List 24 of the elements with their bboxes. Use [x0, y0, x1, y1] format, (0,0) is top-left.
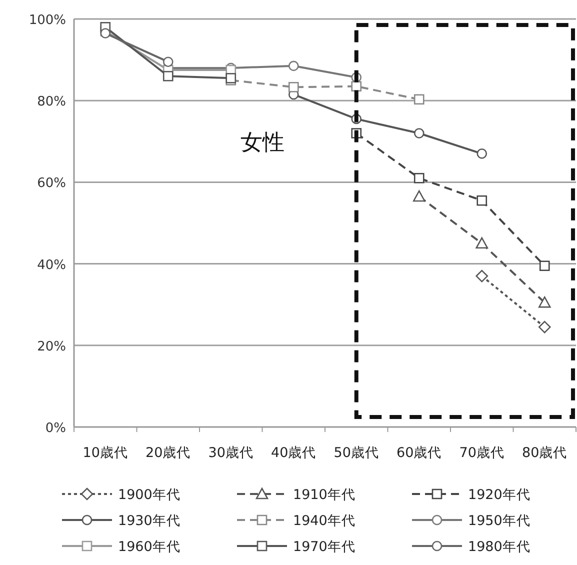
- legend-label: 1920年代: [468, 487, 530, 503]
- y-tick-label: 80%: [37, 94, 66, 110]
- x-tick-label: 30歳代: [208, 445, 254, 461]
- x-tick-label: 20歳代: [146, 445, 191, 461]
- y-tick-label: 40%: [37, 258, 66, 273]
- legend-label: 1910年代: [293, 487, 356, 503]
- legend-label: 1930年代: [118, 513, 180, 529]
- legend-label: 1970年代: [293, 539, 356, 555]
- x-tick-label: 80歳代: [522, 445, 568, 461]
- legend-label: 1940年代: [293, 513, 356, 529]
- x-tick-label: 70歳代: [459, 445, 504, 461]
- x-tick-label: 10歳代: [82, 445, 128, 461]
- y-tick-label: 20%: [37, 339, 66, 354]
- legend-label: 1950年代: [468, 513, 530, 529]
- y-tick-label: 60%: [37, 176, 66, 192]
- x-tick-label: 60歳代: [396, 445, 442, 461]
- x-tick-label: 40歳代: [271, 445, 316, 461]
- y-tick-label: 100%: [28, 13, 66, 28]
- x-tick-label: 50歳代: [334, 445, 379, 461]
- y-tick-label: 0%: [45, 421, 66, 436]
- annotation: 女性: [240, 130, 284, 156]
- legend-label: 1900年代: [118, 487, 180, 503]
- legend-label: 1980年代: [468, 539, 530, 555]
- legend-label: 1960年代: [118, 539, 180, 555]
